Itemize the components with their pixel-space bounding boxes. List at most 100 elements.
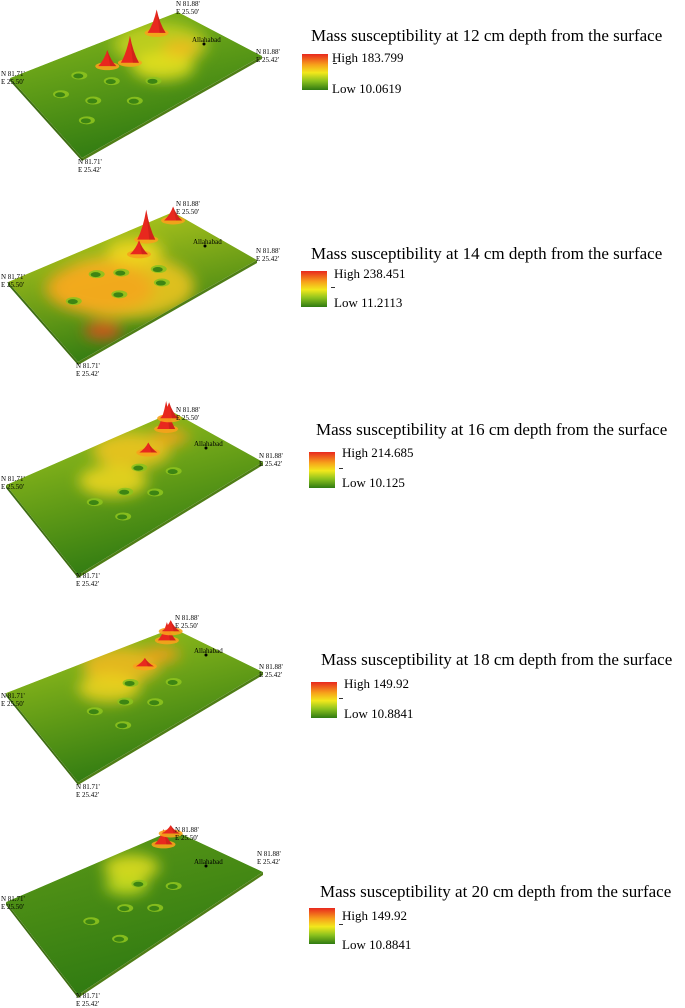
coordinate-label-right: N 81.88' E 25.42' xyxy=(259,663,283,679)
surface-edge xyxy=(78,872,263,998)
peak-shade xyxy=(129,35,139,63)
surface-fill xyxy=(10,12,262,158)
surface-dip-core xyxy=(167,680,178,685)
peak xyxy=(120,35,139,63)
peak-base xyxy=(132,662,157,671)
coordinate-label-right: N 81.88' E 25.42' xyxy=(259,452,283,468)
coordinate-line: E 25.42' xyxy=(76,1000,100,1008)
panel-title: Mass susceptibility at 14 cm depth from … xyxy=(311,244,663,263)
coordinate-label-left: N 81.71' E 25.50' xyxy=(1,70,25,86)
coordinate-label-top: N 81.88' E 25.50' xyxy=(175,614,199,630)
surface-zone xyxy=(131,51,195,81)
coordinate-line: N 81.71' xyxy=(76,783,100,791)
legend-color-ramp xyxy=(309,908,335,944)
city-label: Allahabad xyxy=(192,36,221,44)
coordinate-label-bottom: N 81.71' E 25.42' xyxy=(78,158,102,174)
coordinate-line: E 25.50' xyxy=(1,281,25,289)
coordinate-line: E 25.50' xyxy=(1,78,25,86)
coordinate-line: E 25.50' xyxy=(175,622,199,630)
city-marker xyxy=(204,446,208,450)
surface-dip-core xyxy=(167,469,178,475)
surface-dip-core xyxy=(114,936,125,942)
legend-high-label: High 183.799 xyxy=(332,50,404,65)
surface-dip-core xyxy=(80,118,91,124)
susceptibility-surface xyxy=(8,206,257,365)
surface-dip-core xyxy=(155,280,166,286)
coordinate-label-top: N 81.88' E 25.50' xyxy=(175,826,199,842)
depth-panel: N 81.88' E 25.50' N 81.88' E 25.42' N 81.71'… xyxy=(0,200,685,400)
surface-zones xyxy=(113,22,208,81)
surface-dip-core xyxy=(147,78,158,84)
surface-dip-core xyxy=(149,700,160,706)
coordinate-line: N 81.88' xyxy=(175,614,199,622)
peak-shade xyxy=(156,9,166,33)
surface-edge xyxy=(6,693,78,785)
coordinate-line: N 81.88' xyxy=(256,48,280,56)
coordinate-label-top: N 81.88' E 25.50' xyxy=(176,0,200,16)
legend-high-label: High 214.685 xyxy=(342,445,414,460)
coordinate-label-top: N 81.88' E 25.50' xyxy=(176,406,200,422)
depth-panel: N 81.88' E 25.50' N 81.88' E 25.42' N 81.71'… xyxy=(0,800,685,1008)
surface-edge xyxy=(6,485,78,578)
surface-dip-core xyxy=(88,709,99,715)
coordinate-line: E 25.42' xyxy=(259,460,283,468)
surface-zone xyxy=(77,673,141,703)
coordinate-line: E 25.50' xyxy=(1,483,25,491)
coordinate-line: N 81.71' xyxy=(1,70,25,78)
coordinate-line: N 81.71' xyxy=(78,158,102,166)
surface-dip-core xyxy=(152,267,163,273)
depth-panel: N 81.88' E 25.50' N 81.88' E 25.42' N 81.71'… xyxy=(0,600,685,800)
legend-low-label: Low 10.8841 xyxy=(344,706,414,721)
coordinate-label-bottom: N 81.71' E 25.42' xyxy=(76,362,100,378)
surface-edge xyxy=(78,462,263,578)
city-label: Allahabad xyxy=(194,647,223,655)
coordinate-line: N 81.88' xyxy=(175,826,199,834)
legend-tick xyxy=(339,468,343,469)
surface-zone xyxy=(142,645,180,663)
surface-dip-core xyxy=(87,98,98,104)
peak-shade xyxy=(170,620,180,632)
city-label: Allahabad xyxy=(193,238,222,246)
peak xyxy=(147,9,166,33)
coordinate-line: E 25.50' xyxy=(176,414,200,422)
surface-edge xyxy=(78,672,263,785)
surface-dip-core xyxy=(115,270,126,276)
legend-color-ramp xyxy=(301,271,327,307)
surface-dip-core xyxy=(117,514,128,520)
surface-base xyxy=(6,412,263,575)
surface-dip-core xyxy=(119,699,130,705)
coordinate-line: N 81.88' xyxy=(259,663,283,671)
legend-tick xyxy=(339,924,343,925)
coordinate-line: N 81.71' xyxy=(76,572,100,580)
surface-dip-core xyxy=(124,680,135,686)
surface-zones xyxy=(78,428,189,497)
coordinate-line: N 81.71' xyxy=(76,992,100,1000)
legend-high-label: High 238.451 xyxy=(334,266,406,281)
depth-panel: N 81.88' E 25.50' N 81.88' E 25.42' N 81.71'… xyxy=(0,400,685,600)
city-label: Allahabad xyxy=(194,858,223,866)
depth-panel: N 81.88' E 25.50' N 81.88' E 25.42' N 81.71'… xyxy=(0,0,685,200)
legend-low-label: Low 10.125 xyxy=(342,475,405,490)
coordinate-line: E 25.42' xyxy=(259,671,283,679)
peak xyxy=(129,240,148,255)
coordinate-line: E 25.42' xyxy=(257,858,281,866)
peak xyxy=(161,825,180,834)
surface-fill xyxy=(6,628,263,782)
surface-dip-core xyxy=(167,883,178,889)
surface-dip-core xyxy=(85,919,96,925)
coordinate-label-right: N 81.88' E 25.42' xyxy=(256,247,280,263)
coordinate-line: E 25.42' xyxy=(256,56,280,64)
coordinate-line: E 25.50' xyxy=(1,700,25,708)
coordinate-line: N 81.71' xyxy=(1,475,25,483)
surface-dip-core xyxy=(119,489,130,495)
surface-dip-core xyxy=(128,98,139,104)
coordinate-label-bottom: N 81.71' E 25.42' xyxy=(76,992,100,1008)
peak xyxy=(154,829,173,845)
city-marker xyxy=(204,653,208,657)
coordinate-line: N 81.88' xyxy=(176,200,200,208)
legend-low-label: Low 10.0619 xyxy=(332,81,402,96)
coordinate-line: N 81.71' xyxy=(1,895,25,903)
susceptibility-surface xyxy=(6,825,263,998)
legend-low-label: Low 11.2113 xyxy=(334,295,403,310)
